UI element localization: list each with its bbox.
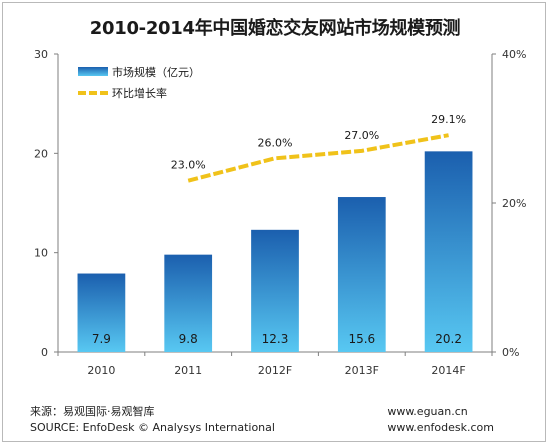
bar (424, 151, 473, 352)
bar-value-label: 12.3 (262, 332, 289, 346)
bar (337, 197, 386, 352)
bar-value-label: 15.6 (348, 332, 375, 346)
x-tick-label: 2010 (87, 364, 115, 377)
footer-source-en: SOURCE: EnfoDesk © Analysys Internationa… (30, 421, 275, 434)
line-value-label: 23.0% (171, 159, 206, 172)
x-tick-label: 2014F (431, 364, 465, 377)
footer-url-eguan: www.eguan.cn (387, 405, 468, 418)
bar-value-label: 20.2 (435, 332, 462, 346)
y-left-tick-label: 0 (41, 346, 48, 359)
bar (251, 229, 299, 352)
line-value-label: 29.1% (431, 113, 466, 126)
legend-swatch-bar (78, 67, 108, 76)
y-left-tick-label: 20 (34, 147, 48, 160)
footer-source-cn: 来源：易观国际·易观智库 (30, 405, 155, 418)
x-tick-label: 2013F (345, 364, 379, 377)
x-tick-label: 2012F (258, 364, 292, 377)
chart-title: 2010-2014年中国婚恋交友网站市场规模预测 (89, 18, 461, 39)
x-tick-label: 2011 (174, 364, 202, 377)
bar (164, 254, 213, 352)
legend-label-bar: 市场规模（亿元） (112, 65, 200, 79)
y-right-tick-label: 40% (502, 48, 526, 61)
footer-source: 来源：易观国际·易观智库 SOURCE: EnfoDesk © Analysys… (30, 404, 275, 436)
footer-url-enfodesk: www.enfodesk.com (387, 421, 494, 434)
line-value-label: 26.0% (258, 136, 293, 149)
growth-rate-line (187, 133, 449, 183)
footer-urls: www.eguan.cn www.enfodesk.com (387, 404, 494, 436)
y-right-tick-label: 20% (502, 197, 526, 210)
y-left-tick-label: 10 (34, 247, 48, 260)
bar-value-label: 7.9 (92, 332, 111, 346)
line-value-label: 27.0% (344, 129, 379, 142)
bar (77, 273, 126, 352)
bar-value-label: 9.8 (179, 332, 198, 346)
legend-label-line: 环比增长率 (112, 86, 167, 100)
y-left-tick-label: 30 (34, 48, 48, 61)
y-right-tick-label: 0% (502, 346, 519, 359)
